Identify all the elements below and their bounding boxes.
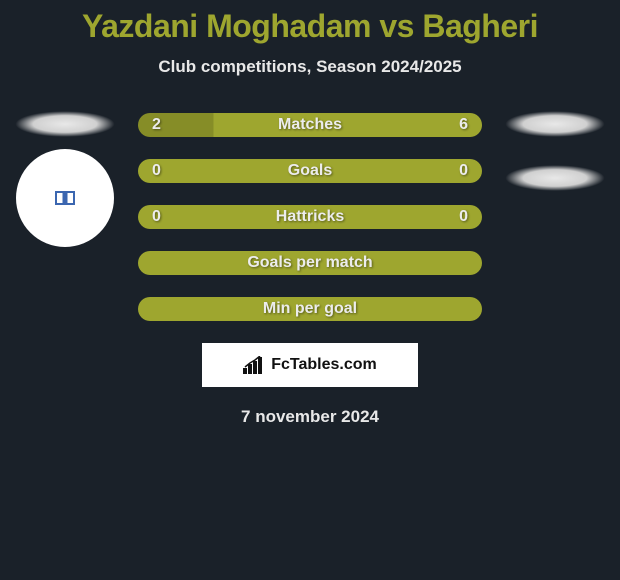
bar-chart-icon — [243, 356, 265, 374]
player-right-shadow-1 — [505, 111, 605, 137]
stat-row: 0 Goals 0 — [138, 159, 482, 183]
stat-left-value: 0 — [152, 162, 166, 180]
footer-brand-box: FcTables.com — [202, 343, 418, 387]
avatar-placeholder-icon — [55, 191, 75, 205]
stat-label: Hattricks — [276, 208, 344, 226]
stat-row: Min per goal — [138, 297, 482, 321]
stat-label: Goals per match — [247, 254, 372, 272]
stat-right-value: 0 — [454, 162, 468, 180]
player-left-column — [10, 111, 120, 247]
stat-label: Matches — [278, 116, 342, 134]
stat-right-value: 6 — [454, 116, 468, 134]
stat-left-value: 0 — [152, 208, 166, 226]
stats-column: 2 Matches 6 0 Goals 0 0 Hattricks 0 Goals per mat… — [138, 111, 482, 321]
page-subtitle: Club competitions, Season 2024/2025 — [158, 57, 461, 77]
stat-label: Goals — [288, 162, 332, 180]
stat-row: 0 Hattricks 0 — [138, 205, 482, 229]
stat-label: Min per goal — [263, 300, 357, 318]
player-right-column — [500, 111, 610, 191]
player-right-shadow-2 — [505, 165, 605, 191]
player-left-avatar — [16, 149, 114, 247]
main-row: 2 Matches 6 0 Goals 0 0 Hattricks 0 Goals per mat… — [0, 111, 620, 321]
player-left-shadow — [15, 111, 115, 137]
stat-right-value: 0 — [454, 208, 468, 226]
infographic-container: Yazdani Moghadam vs Bagheri Club competi… — [0, 0, 620, 427]
date-text: 7 november 2024 — [241, 407, 379, 427]
stat-row: Goals per match — [138, 251, 482, 275]
stat-left-value: 2 — [152, 116, 166, 134]
stat-row: 2 Matches 6 — [138, 113, 482, 137]
footer-brand-text: FcTables.com — [271, 356, 377, 374]
page-title: Yazdani Moghadam vs Bagheri — [82, 8, 538, 45]
